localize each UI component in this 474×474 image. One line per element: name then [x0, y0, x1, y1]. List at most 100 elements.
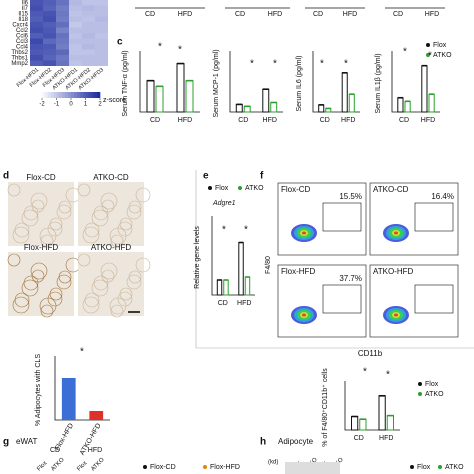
heat-cell	[82, 55, 95, 61]
micrograph-label: Flox-HFD	[24, 243, 58, 252]
row-label: Ccl2	[16, 28, 29, 34]
colorbar-step	[68, 92, 72, 98]
bar	[146, 80, 155, 113]
adipocyte	[12, 296, 30, 314]
heat-cell	[69, 22, 82, 28]
heat-cell	[30, 22, 43, 28]
micrograph-label: Flox-CD	[26, 173, 56, 182]
micrograph	[8, 252, 74, 316]
colorbar-step	[85, 92, 89, 98]
heat-cell	[30, 60, 43, 66]
bar	[238, 242, 244, 296]
y-axis-label: Serum TNF-α (pg/ml)	[122, 50, 129, 116]
legend-marker	[208, 186, 212, 190]
adipocyte	[110, 304, 124, 318]
heat-cell	[56, 38, 69, 44]
x-tick-label: CD	[393, 11, 403, 18]
x-tick-label: HFD	[263, 117, 277, 124]
heat-cell	[95, 11, 108, 17]
heat-cell	[30, 16, 43, 22]
bar	[341, 72, 348, 113]
bar	[235, 103, 243, 113]
heat-cell	[69, 38, 82, 44]
bar	[270, 102, 278, 113]
heat-cell	[95, 22, 108, 28]
heat-cell	[30, 11, 43, 17]
heat-cell	[82, 60, 95, 66]
significance: *	[244, 225, 248, 236]
legend-label: Flox	[417, 464, 431, 471]
legend-marker	[410, 465, 414, 469]
significance: *	[158, 42, 162, 53]
adipocyte	[117, 291, 133, 307]
panel-label: d	[3, 171, 9, 182]
bar	[386, 415, 394, 431]
adipocyte	[91, 209, 109, 227]
y-axis-label: % of F4/80⁺CD11b⁺ cells	[322, 368, 329, 447]
colorbar-step	[94, 92, 98, 98]
flow-plot	[369, 182, 459, 256]
heat-cell	[82, 16, 95, 22]
lane-label: ATKO	[50, 457, 66, 473]
row-label: Ccl3	[16, 39, 29, 45]
heat-cell	[43, 60, 56, 66]
group-label: CD	[50, 447, 60, 454]
bar	[351, 416, 359, 431]
micrograph-label: ATKO-HFD	[91, 243, 132, 252]
legend-label: ATKO	[445, 464, 464, 471]
flow-density	[394, 313, 398, 317]
x-tick-label: CD	[238, 117, 248, 124]
flow-label: ATKO-CD	[373, 185, 409, 194]
bar	[428, 93, 435, 113]
row-label: Il18	[18, 17, 28, 23]
heat-cell	[30, 33, 43, 39]
bar	[216, 279, 223, 296]
row-label: Cxcr4	[12, 22, 28, 28]
significance: *	[320, 59, 324, 70]
x-tick-label: HFD	[425, 11, 439, 18]
heat-cell	[69, 0, 82, 6]
heat-cell	[56, 22, 69, 28]
heat-cell	[43, 33, 56, 39]
x-tick-label: CD	[354, 435, 364, 442]
heat-cell	[56, 44, 69, 50]
adipocyte	[30, 192, 48, 210]
legend-marker	[438, 465, 442, 469]
unit-label: (kd)	[268, 460, 278, 466]
panel-label: f	[260, 171, 264, 182]
panel-label: g	[3, 437, 9, 448]
bar	[421, 65, 428, 113]
significance: *	[178, 45, 182, 56]
bar	[155, 85, 164, 113]
adipocyte	[40, 304, 54, 318]
adipocyte	[126, 274, 142, 290]
row-label: Il7	[22, 6, 29, 12]
colorbar-label: z-score	[103, 97, 126, 104]
y-axis-label: Serum IL1β (pg/ml)	[375, 53, 382, 113]
heat-cell	[69, 44, 82, 50]
legend-label: ATKO	[245, 185, 264, 192]
x-tick-label: CD	[218, 300, 228, 307]
heat-cell	[82, 5, 95, 11]
heat-cell	[43, 11, 56, 17]
legend-marker	[426, 53, 430, 57]
bar	[348, 93, 355, 113]
adipocyte	[56, 274, 72, 290]
legend-marker	[143, 465, 147, 469]
x-tick-label: HFD	[268, 11, 282, 18]
adipocyte	[101, 199, 115, 213]
adipocyte	[101, 269, 115, 283]
adipocyte	[7, 253, 21, 267]
adipocyte	[21, 209, 39, 227]
significance: *	[344, 59, 348, 70]
colorbar-step	[44, 92, 49, 98]
row-label: Il15	[18, 11, 28, 17]
colorbar-step	[71, 92, 75, 98]
significance: *	[403, 47, 407, 58]
bar	[397, 97, 404, 113]
flow-density	[394, 231, 398, 235]
subtitle: Adgre1	[212, 200, 236, 207]
bar	[404, 100, 411, 113]
x-tick-label: HFD	[343, 11, 357, 18]
heat-cell	[56, 0, 69, 6]
